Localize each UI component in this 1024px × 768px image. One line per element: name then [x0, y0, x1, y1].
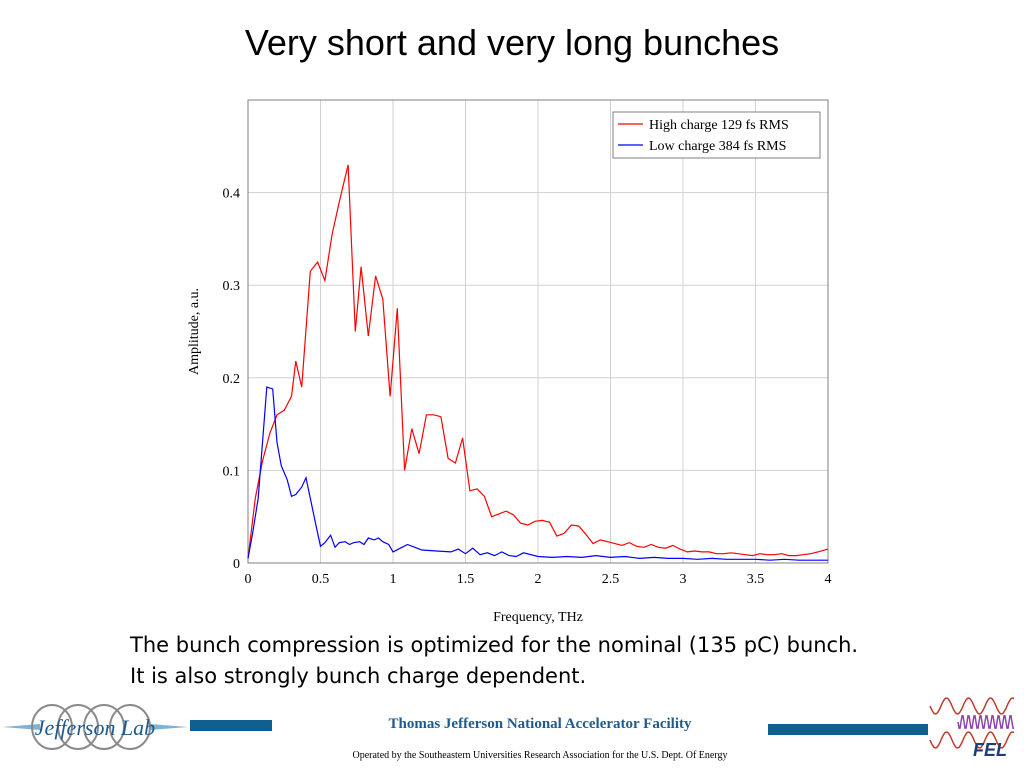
x-tick-label: 1	[390, 572, 397, 587]
footer-bar-left	[190, 720, 272, 731]
footer-organization: Thomas Jefferson National Accelerator Fa…	[388, 716, 692, 732]
y-tick-label: 0.2	[223, 372, 241, 387]
footer-operated-by: Operated by the Southeastern Universitie…	[352, 750, 728, 761]
series-line-high-charge	[247, 164, 829, 559]
fel-wave-middle	[957, 715, 1014, 729]
caption-line-1: The bunch compression is optimized for t…	[130, 633, 859, 657]
caption-line-2: It is also strongly bunch charge depende…	[130, 664, 587, 688]
jefferson-lab-logo: Jefferson Lab	[2, 704, 188, 750]
x-tick-label: 4	[825, 572, 832, 587]
fel-logo: FEL	[929, 697, 1015, 760]
y-axis-label: Amplitude, a.u.	[187, 288, 202, 375]
fel-logo-text: FEL	[973, 740, 1007, 760]
x-tick-label: 0	[245, 572, 252, 587]
legend-label: Low charge 384 fs RMS	[649, 139, 786, 154]
legend-box	[612, 111, 821, 159]
x-tick-label: 2	[535, 572, 542, 587]
x-tick-label: 1.5	[457, 572, 475, 587]
plot-area: 0 0.5 1 1.5 2 2.5 3 3.5 4 0 0.1 0.2 0.3 0.4 Frequency,…	[187, 99, 832, 625]
x-tick-label: 3.5	[747, 572, 765, 587]
x-tick-label: 3	[680, 572, 687, 587]
x-tick-label: 0.5	[312, 572, 330, 587]
x-axis-label: Frequency, THz	[493, 610, 583, 625]
jefferson-lab-logo-text: Jefferson Lab	[35, 715, 155, 740]
y-tick-label: 0.3	[223, 279, 241, 294]
slide-caption: The bunch compression is optimized for t…	[130, 630, 858, 692]
y-tick-label: 0	[233, 557, 240, 572]
slide-title: Very short and very long bunches	[244, 22, 780, 63]
legend-label: High charge 129 fs RMS	[649, 118, 789, 133]
fel-wave-top	[929, 697, 1015, 715]
y-tick-label: 0.1	[223, 464, 241, 479]
footer-bar-right	[768, 724, 928, 735]
amplitude-frequency-chart: 0 0.5 1 1.5 2 2.5 3 3.5 4 0 0.1 0.2 0.3 0.4 Frequency,…	[187, 99, 832, 625]
y-tick-label: 0.4	[223, 187, 241, 202]
plot-frame	[247, 99, 829, 564]
fel-wave-bottom	[929, 731, 1015, 749]
series-line-low-charge	[247, 386, 828, 561]
x-tick-label: 2.5	[602, 572, 620, 587]
